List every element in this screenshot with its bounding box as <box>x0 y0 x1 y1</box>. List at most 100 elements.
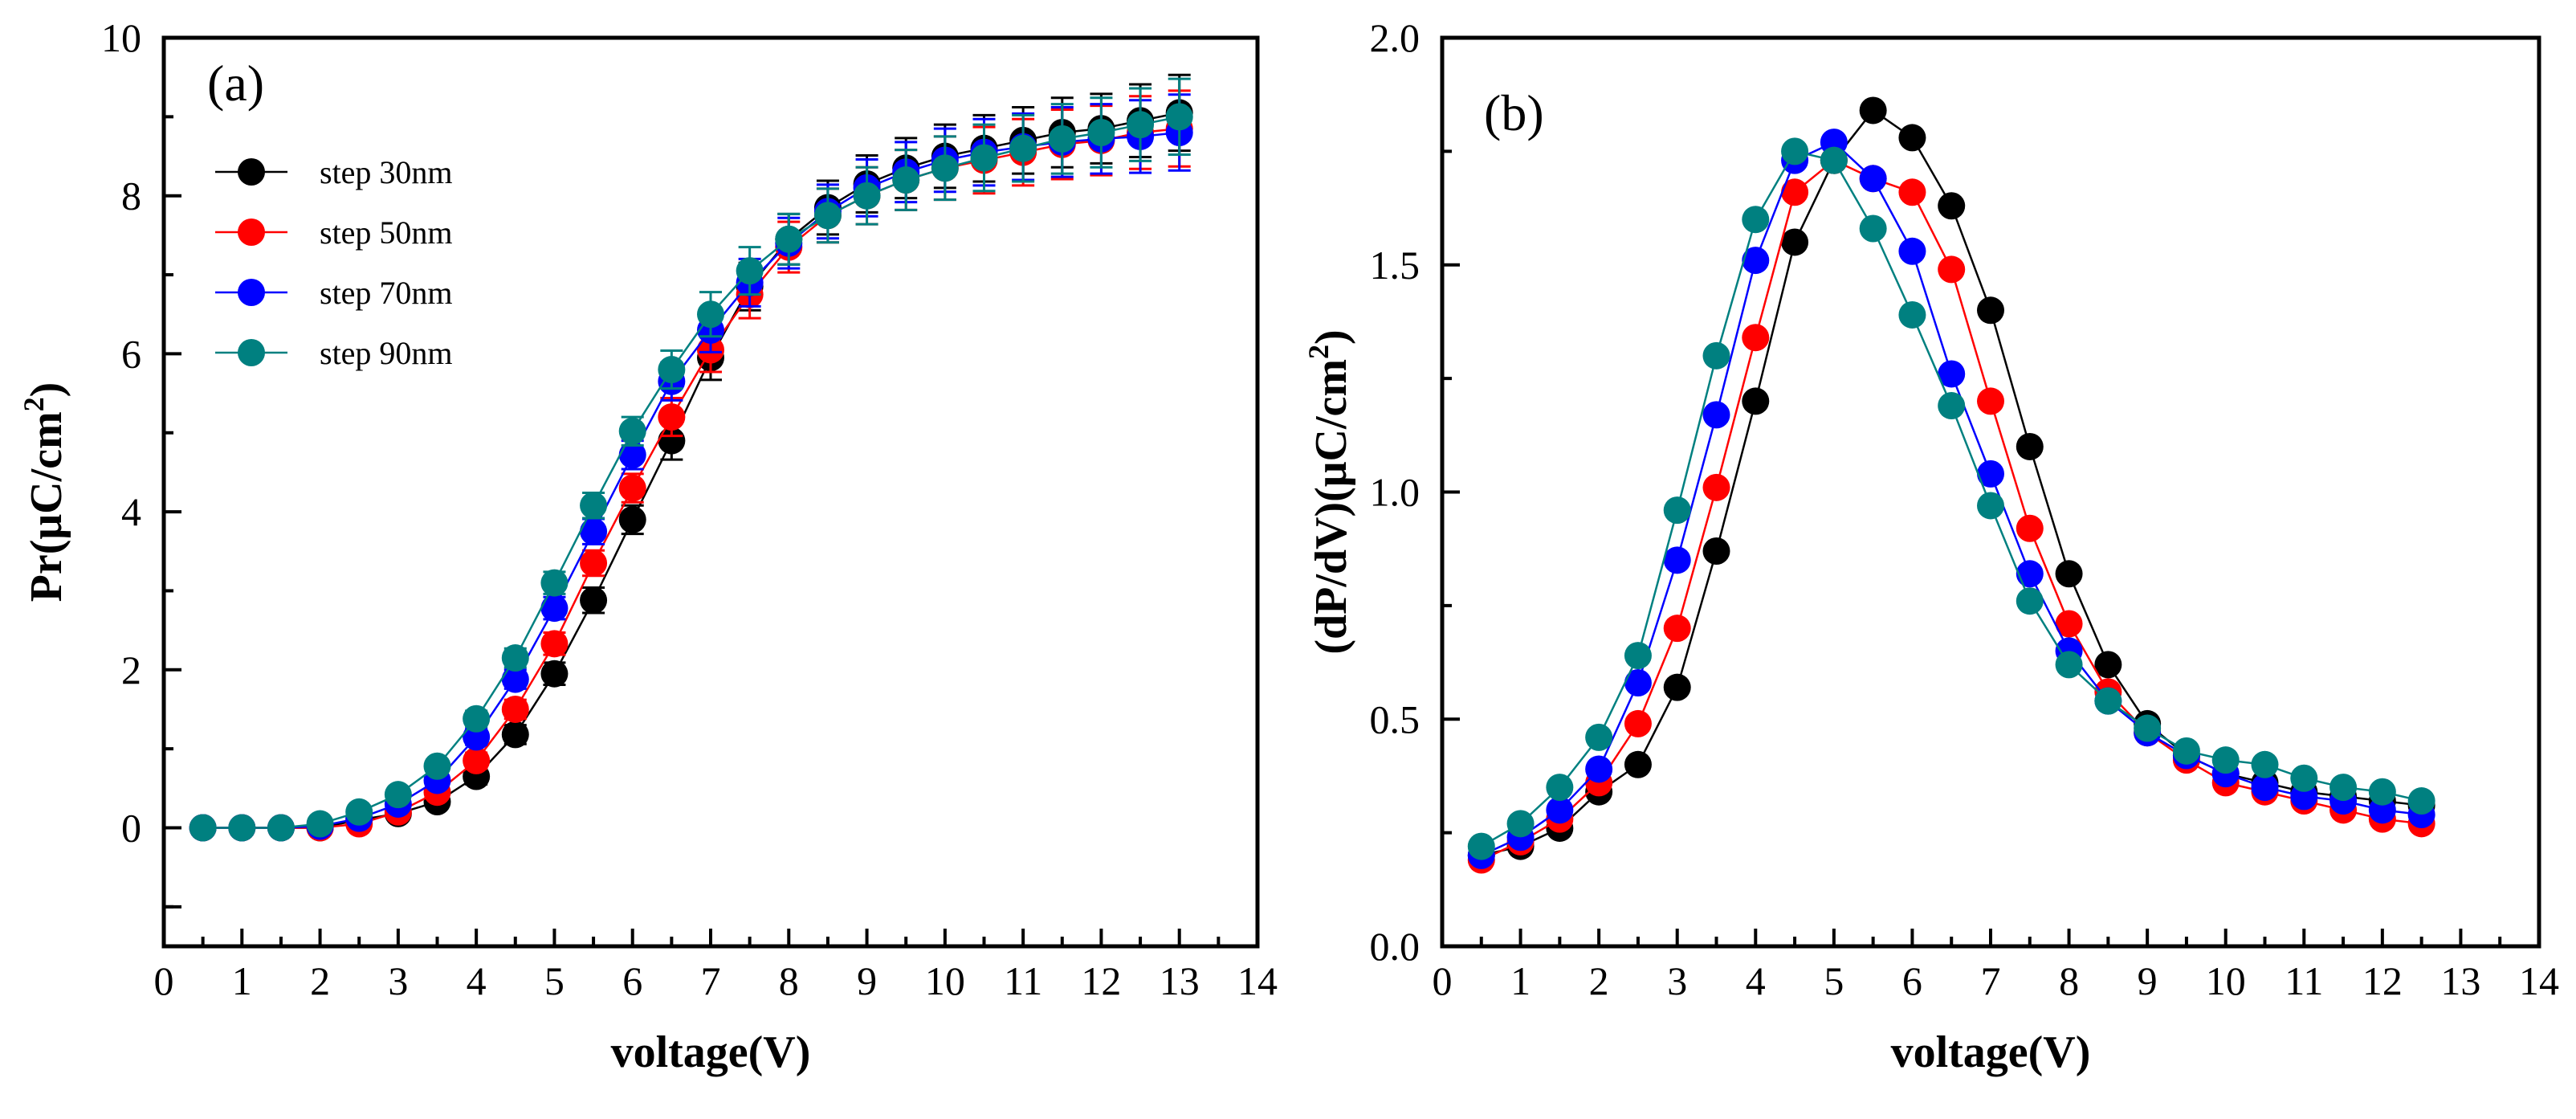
data-point <box>618 441 646 469</box>
data-point <box>1938 192 1966 220</box>
data-point <box>1898 237 1926 265</box>
x-tick-label: 7 <box>1981 958 2001 1003</box>
y-axis-title-main: (dP/dV)(μC/cm <box>1306 359 1356 655</box>
series-step-50nm <box>189 89 1193 842</box>
data-point <box>345 798 373 826</box>
data-point <box>501 721 529 749</box>
data-point <box>1742 247 1770 275</box>
data-point <box>540 569 569 597</box>
legend-marker <box>238 158 265 186</box>
data-point <box>1898 300 1926 329</box>
legend-label: step 90nm <box>320 335 453 371</box>
x-tick-label: 0 <box>154 958 174 1003</box>
data-point <box>1781 178 1809 206</box>
y-axis-title: Pr(μC/cm2) <box>18 382 71 602</box>
x-tick-label: 4 <box>467 958 487 1003</box>
x-tick-label: 14 <box>1237 958 1278 1003</box>
data-point <box>1702 341 1730 370</box>
y-tick-label: 2 <box>121 647 141 692</box>
data-point <box>2016 560 2044 588</box>
y-axis-title-tail: ) <box>1306 329 1356 345</box>
data-point <box>775 225 803 253</box>
x-tick-label: 13 <box>2440 958 2480 1003</box>
data-point <box>463 746 491 774</box>
x-tick-label: 2 <box>1589 958 1609 1003</box>
data-point <box>618 417 646 445</box>
data-point <box>658 403 686 431</box>
data-point <box>1009 134 1037 162</box>
x-tick-label: 1 <box>232 958 252 1003</box>
data-point <box>1048 125 1076 153</box>
data-point <box>540 660 569 688</box>
data-point <box>813 202 842 230</box>
data-point <box>423 752 451 780</box>
x-axis-title: voltage(V) <box>1891 1027 2091 1077</box>
data-point <box>1742 387 1770 415</box>
data-point <box>618 505 646 533</box>
data-point <box>540 594 569 623</box>
x-tick-label: 9 <box>2138 958 2158 1003</box>
data-point <box>1938 360 1966 388</box>
x-tick-label: 6 <box>622 958 642 1003</box>
y-tick-label: 10 <box>101 15 141 60</box>
data-point <box>2329 774 2358 802</box>
data-point <box>931 154 959 182</box>
data-point <box>1820 146 1848 174</box>
x-tick-label: 3 <box>388 958 408 1003</box>
data-point <box>1624 709 1652 737</box>
y-tick-label: 6 <box>121 331 141 376</box>
series-step-30nm <box>1467 96 2435 869</box>
x-tick-label: 10 <box>925 958 965 1003</box>
data-point <box>618 474 646 502</box>
y-tick-label: 0.5 <box>1370 696 1420 741</box>
data-point <box>1977 492 2004 520</box>
y-tick-label: 2.0 <box>1370 15 1420 60</box>
data-point <box>1546 774 1574 802</box>
data-point <box>1663 673 1691 701</box>
x-tick-label: 5 <box>544 958 565 1003</box>
y-tick-label: 8 <box>121 174 141 218</box>
data-point <box>853 182 881 210</box>
data-point <box>1585 755 1613 783</box>
x-tick-label: 12 <box>1081 958 1121 1003</box>
x-tick-label: 6 <box>1902 958 1922 1003</box>
data-point <box>580 586 608 615</box>
panel-b-chart: 0 1 2 3 4 5 6 7 8 9 10 11 12 13 140.00.51.01.52.0volta… <box>1302 15 2559 1077</box>
data-point <box>1859 96 1887 125</box>
data-point <box>2055 610 2083 638</box>
data-point <box>736 257 764 285</box>
x-tick-label: 4 <box>1746 958 1766 1003</box>
legend-marker <box>238 218 265 246</box>
data-point <box>2094 687 2122 715</box>
data-point <box>189 814 217 842</box>
data-point <box>2016 432 2044 460</box>
x-axis-title: voltage(V) <box>611 1027 811 1077</box>
x-tick-label: 1 <box>1510 958 1531 1003</box>
data-point <box>540 630 569 658</box>
x-tick-label: 8 <box>779 958 799 1003</box>
x-tick-label: 2 <box>310 958 330 1003</box>
y-axis-title-superscript: 2 <box>18 397 50 411</box>
data-point <box>501 695 529 723</box>
data-point <box>2407 787 2435 815</box>
data-point <box>463 704 491 733</box>
data-point <box>2290 764 2318 792</box>
data-point <box>1663 615 1691 643</box>
x-tick-label: 8 <box>2059 958 2079 1003</box>
y-tick-label: 4 <box>121 489 141 534</box>
y-axis-title-superscript: 2 <box>1302 345 1335 359</box>
data-point <box>580 492 608 520</box>
x-tick-label: 12 <box>2362 958 2403 1003</box>
data-point <box>580 517 608 545</box>
data-point <box>1127 111 1155 139</box>
y-axis-title-main: Pr(μC/cm <box>22 411 71 602</box>
legend-marker <box>238 279 265 306</box>
data-point <box>2134 714 2162 742</box>
data-point <box>384 781 412 809</box>
data-point <box>970 144 998 172</box>
series-step-70nm <box>1467 129 2435 869</box>
x-tick-label: 3 <box>1667 958 1687 1003</box>
data-point <box>1624 642 1652 670</box>
x-tick-label: 11 <box>1004 958 1042 1003</box>
data-point <box>1781 137 1809 165</box>
